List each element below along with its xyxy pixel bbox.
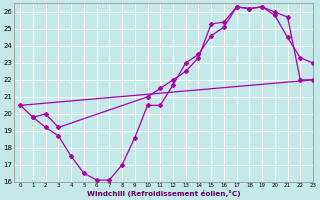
X-axis label: Windchill (Refroidissement éolien,°C): Windchill (Refroidissement éolien,°C) — [87, 190, 240, 197]
